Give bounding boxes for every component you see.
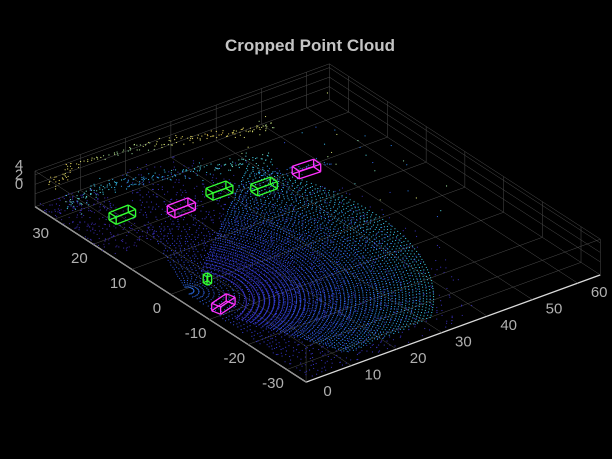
svg-text:-10: -10 xyxy=(185,325,207,342)
svg-text:50: 50 xyxy=(546,301,563,318)
svg-text:20: 20 xyxy=(410,350,427,367)
svg-text:30: 30 xyxy=(455,334,472,351)
svg-text:60: 60 xyxy=(591,284,608,301)
svg-text:10: 10 xyxy=(365,367,382,384)
svg-text:10: 10 xyxy=(110,275,127,292)
svg-text:0: 0 xyxy=(153,300,161,317)
svg-text:40: 40 xyxy=(500,317,517,334)
svg-text:0: 0 xyxy=(323,383,331,400)
svg-text:-30: -30 xyxy=(262,375,284,392)
svg-text:4: 4 xyxy=(15,157,23,174)
svg-text:30: 30 xyxy=(32,225,49,242)
svg-text:Cropped Point Cloud: Cropped Point Cloud xyxy=(225,36,395,55)
svg-text:-20: -20 xyxy=(223,350,245,367)
svg-text:20: 20 xyxy=(71,250,88,267)
